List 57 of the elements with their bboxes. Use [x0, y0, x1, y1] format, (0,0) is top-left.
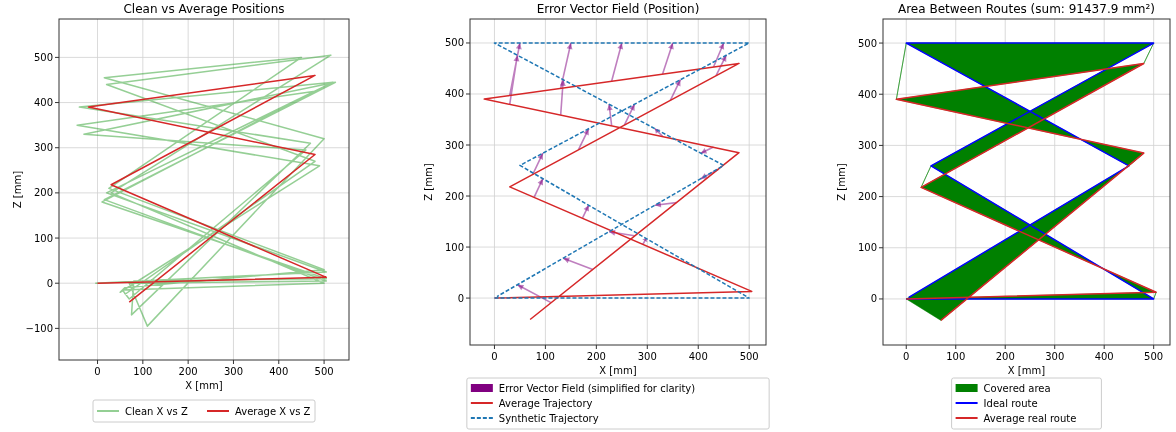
y-axis-title: Z [mm]: [423, 163, 434, 201]
x-tick-label: 0: [94, 366, 101, 377]
line-series: [87, 74, 328, 303]
x-tick-label: 100: [133, 366, 153, 377]
y-tick-label: 500: [444, 37, 464, 49]
y-tick-label: 100: [33, 232, 53, 244]
x-tick-label: 300: [223, 366, 243, 377]
legend-label: Ideal route: [983, 398, 1038, 409]
y-axis-title: Z [mm]: [836, 163, 847, 201]
y-tick-label: 400: [444, 88, 464, 100]
y-axis-title: Z [mm]: [12, 170, 23, 209]
y-tick-label: 0: [46, 277, 53, 289]
x-axis-title: X [mm]: [1007, 365, 1046, 376]
x-tick-label: 500: [1144, 351, 1164, 362]
line-series: [493, 42, 750, 299]
x-tick-label: 100: [946, 351, 966, 362]
y-tick-label: 500: [33, 51, 53, 63]
legend-label: Covered area: [983, 383, 1051, 394]
y-tick-label: 500: [857, 37, 877, 49]
y-tick-label: 400: [857, 88, 877, 100]
x-tick-label: 500: [314, 366, 334, 377]
y-tick-label: 300: [857, 139, 877, 151]
legend-label: Average real route: [983, 413, 1077, 424]
x-tick-label: 200: [586, 351, 606, 362]
x-tick-label: 300: [1045, 351, 1065, 362]
x-tick-label: 400: [1094, 351, 1114, 362]
x-tick-label: 200: [995, 351, 1015, 362]
y-tick-label: 100: [857, 242, 877, 254]
chart-title: Area Between Routes (sum: 91437.9 mm²): [897, 2, 1156, 16]
y-tick-label: 0: [870, 293, 877, 305]
x-axis-title: X [mm]: [599, 365, 637, 376]
legend-label: Error Vector Field (simplified for clarity): [498, 383, 696, 394]
x-tick-label: 400: [269, 366, 289, 377]
y-tick-label: 0: [457, 292, 464, 304]
y-tick-label: 400: [33, 97, 53, 109]
legend-label: Synthetic Trajectory: [498, 413, 599, 424]
x-tick-label: 0: [491, 351, 498, 362]
y-tick-label: 200: [857, 191, 877, 203]
chart-title: Error Vector Field (Position): [536, 2, 700, 16]
x-tick-label: 200: [178, 366, 198, 377]
line-series: [483, 62, 753, 321]
y-tick-label: 100: [444, 241, 464, 253]
x-axis-title: X [mm]: [185, 380, 223, 391]
y-tick-label: −100: [25, 322, 53, 334]
x-tick-label: 400: [688, 351, 708, 362]
legend-label: Average Trajectory: [498, 398, 593, 409]
x-tick-label: 100: [535, 351, 555, 362]
x-tick-label: 500: [739, 351, 759, 362]
chart-title: Clean vs Average Positions: [123, 2, 285, 16]
x-tick-label: 0: [903, 351, 910, 362]
legend-label: Average X vs Z: [235, 406, 311, 417]
legend-label: Clean X vs Z: [125, 406, 188, 417]
y-tick-label: 200: [444, 190, 464, 202]
y-tick-label: 300: [444, 139, 464, 151]
y-tick-label: 200: [33, 187, 53, 199]
y-tick-label: 300: [33, 142, 53, 154]
x-tick-label: 300: [637, 351, 657, 362]
